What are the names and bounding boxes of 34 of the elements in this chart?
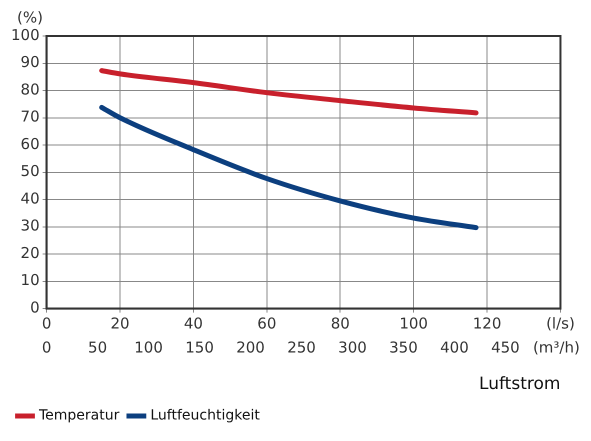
x2-tick-label: (m³/h) (532, 338, 580, 356)
y-tick-label: 20 (20, 244, 40, 262)
x2-tick-label: 450 (491, 338, 520, 356)
x2-tick-label: 300 (338, 338, 367, 356)
x2-tick-label: 50 (88, 338, 108, 356)
y-tick-label: 50 (20, 162, 40, 180)
x2-tick-label: 0 (42, 338, 52, 356)
x-tick-label: 60 (257, 314, 276, 332)
x-tick-label: (l/s) (546, 314, 575, 332)
y-tick-label: 70 (20, 108, 40, 126)
y-tick-label: 80 (20, 80, 40, 98)
y-tick-label: 90 (20, 53, 40, 72)
x2-tick-label: 100 (134, 338, 163, 356)
x-tick-label: 120 (472, 314, 502, 332)
x-tick-label: 0 (42, 314, 52, 332)
legend-label: Temperatur (38, 408, 120, 424)
x2-tick-label: 150 (185, 338, 214, 356)
x-tick-label: 80 (330, 314, 350, 332)
x-axis-title: Luftstrom (479, 374, 560, 394)
y-tick-label: 100 (10, 26, 40, 44)
y-axis-title: (%) (17, 8, 43, 26)
y-tick-label: 40 (20, 189, 40, 208)
y-tick-label: 60 (20, 134, 40, 153)
x-tick-label: 40 (184, 314, 203, 332)
x2-tick-label: 200 (236, 338, 265, 356)
x2-tick-label: 250 (287, 338, 316, 356)
y-tick-label: 10 (20, 271, 40, 290)
x-tick-label: 100 (399, 314, 428, 332)
x-tick-label: 20 (110, 314, 130, 332)
y-tick-label: 0 (30, 298, 40, 316)
y-tick-label: 30 (20, 216, 40, 235)
legend-label: Luftfeuchtigkeit (150, 408, 260, 424)
x2-tick-label: 350 (389, 338, 418, 356)
x2-tick-label: 400 (440, 338, 469, 356)
